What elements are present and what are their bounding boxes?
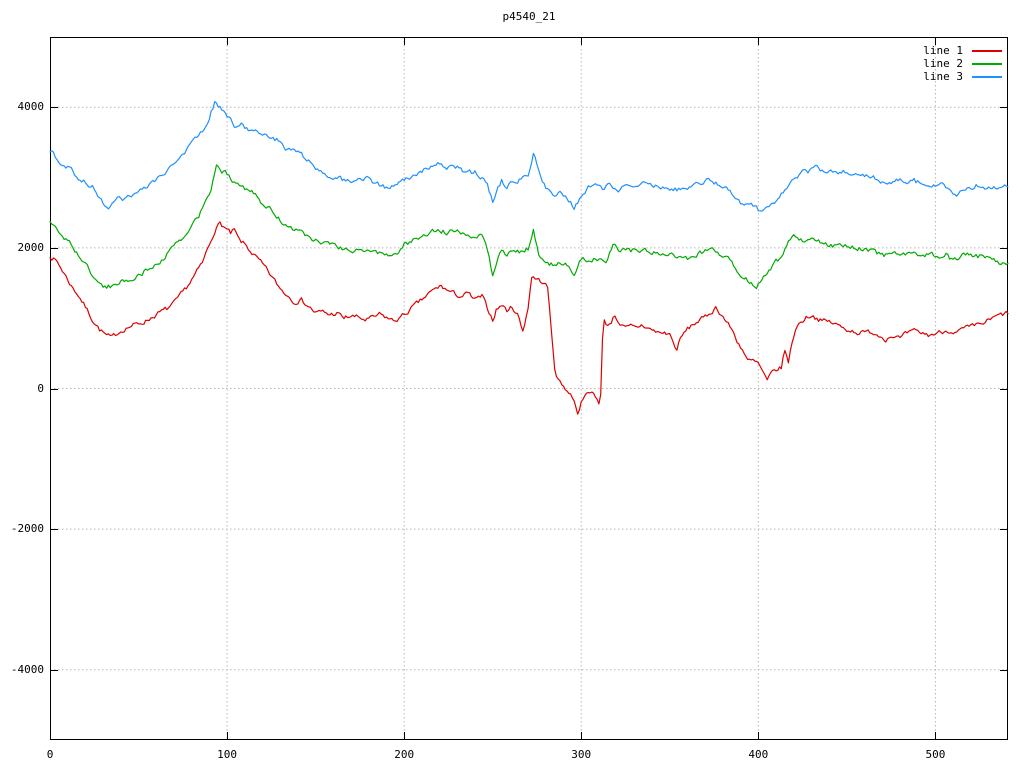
y-tick-label-4000: 4000	[17, 100, 45, 114]
legend-line-sample	[972, 75, 1002, 78]
legend-line-sample	[972, 49, 1002, 52]
legend: line 1 line 2 line 3	[923, 44, 1002, 83]
legend-item-line-2: line 2	[923, 57, 1002, 70]
x-tick-label-200: 200	[394, 748, 415, 761]
x-tick-label-400: 400	[748, 748, 769, 761]
chart-title: p4540_21	[502, 10, 556, 23]
x-tick-label-300: 300	[571, 748, 592, 761]
y-tick-label--2000: -2000	[10, 521, 44, 535]
x-tick-label-0: 0	[46, 748, 54, 761]
x-tick-label-100: 100	[217, 748, 238, 761]
y-tick-label-0: 0	[37, 381, 44, 395]
x-tick-label-500: 500	[925, 748, 946, 761]
plot-border	[50, 37, 1008, 740]
legend-label: line 3	[923, 70, 963, 83]
series-line-2	[49, 164, 1009, 290]
legend-item-line-1: line 1	[923, 44, 1002, 57]
legend-line-sample	[972, 62, 1002, 65]
legend-item-line-3: line 3	[923, 70, 1002, 83]
y-tick-label--4000: -4000	[10, 662, 44, 676]
series-line-3	[49, 101, 1009, 212]
legend-label: line 1	[923, 44, 963, 57]
y-tick-label-2000: 2000	[17, 240, 45, 254]
legend-label: line 2	[923, 57, 963, 70]
series-line-1	[49, 221, 1009, 415]
